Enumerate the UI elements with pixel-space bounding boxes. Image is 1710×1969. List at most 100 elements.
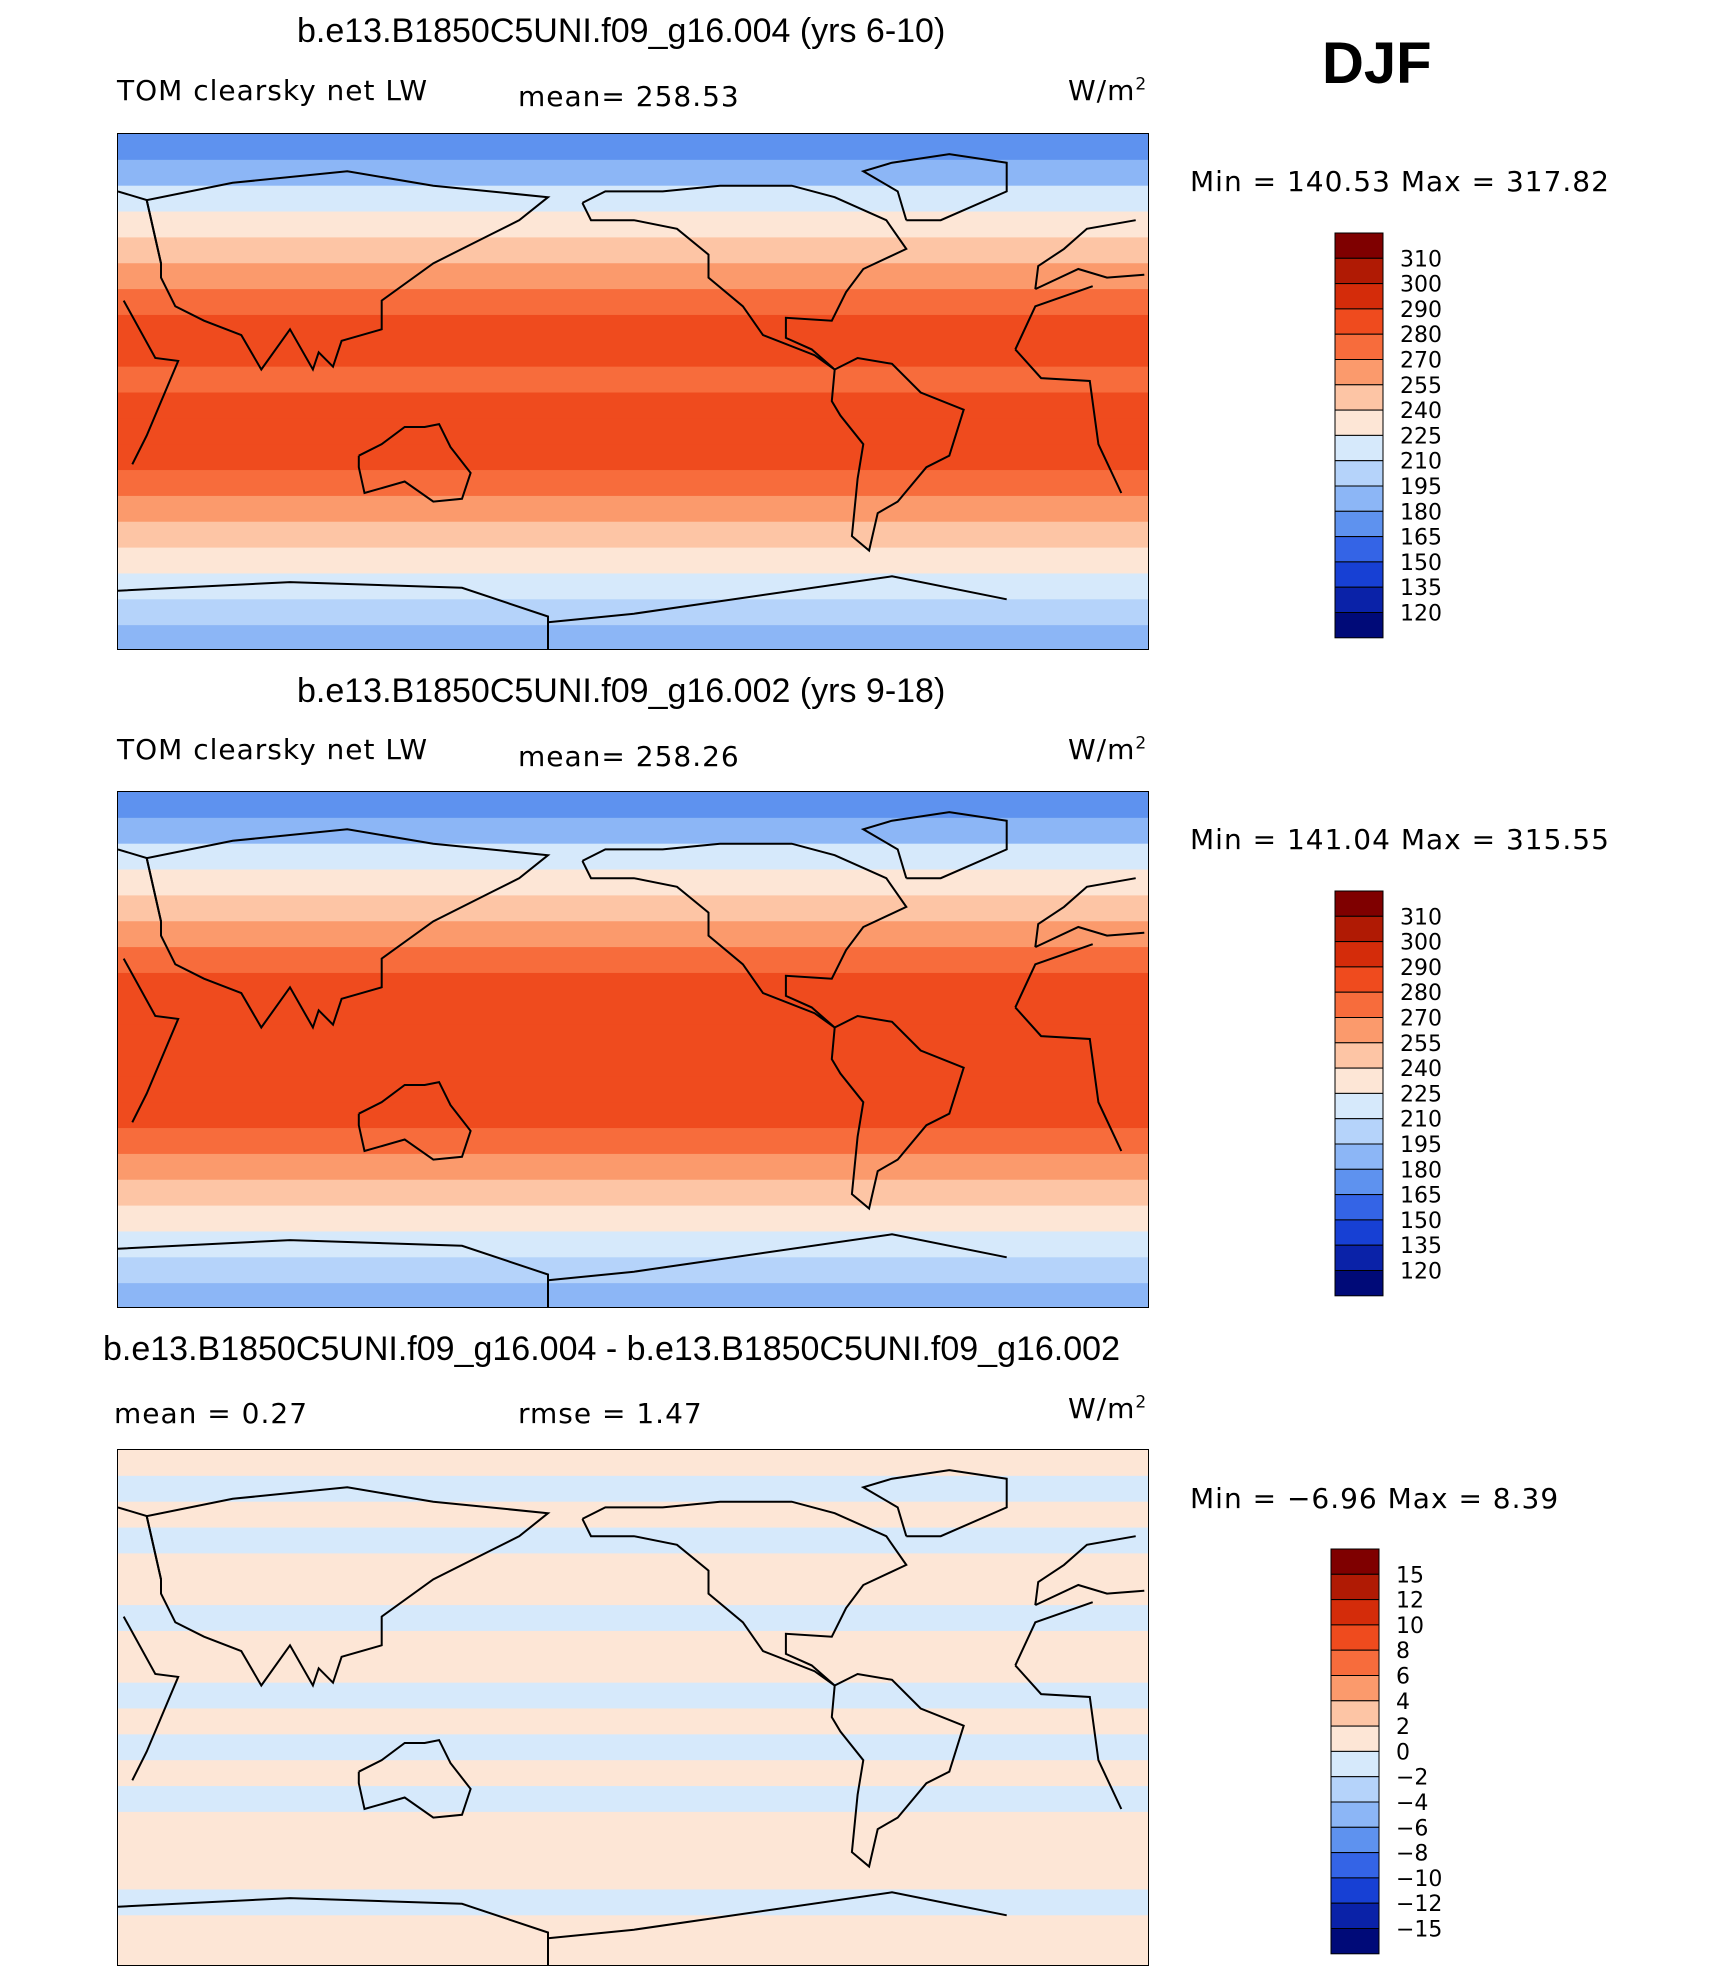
latitude-band (118, 521, 1148, 549)
colorbar-tick-label: 280 (1400, 981, 1442, 1006)
latitude-band (118, 792, 1148, 819)
latitude-band (118, 1128, 1148, 1155)
coastline-samerica (830, 1672, 965, 1869)
colorbar-swatch (1334, 485, 1384, 512)
colorbar-tick-label: 210 (1400, 450, 1442, 475)
panel3-rmse-label: rmse = 1.47 (518, 1397, 703, 1430)
colorbar-tick-label: 180 (1400, 500, 1442, 525)
coastline-africa (1014, 1664, 1123, 1810)
colorbar-tick-label: 165 (1400, 526, 1442, 551)
colorbar-swatch (1334, 1143, 1384, 1170)
map-2-svg (118, 792, 1148, 1307)
latitude-band (118, 418, 1148, 445)
coastline-australia (357, 1738, 472, 1819)
colorbar-swatch (1334, 1168, 1384, 1196)
latitude-band (118, 1708, 1148, 1735)
latitude-band (118, 1050, 1148, 1077)
colorbar-swatch (1334, 1270, 1384, 1297)
coastline-europe (1034, 267, 1145, 291)
colorbar-tick-label: 6 (1396, 1665, 1410, 1690)
colorbar-swatch (1330, 1776, 1380, 1803)
latitude-band (118, 134, 1148, 161)
colorbar-3: 15 12 10 8 6 4 2 0 −2 −4 −6 −8 −10 −12 −15 (1330, 1548, 1490, 1963)
colorbar-swatch (1334, 991, 1384, 1018)
latitude-band (118, 366, 1148, 394)
latitude-band (118, 869, 1148, 896)
latitude-band (118, 1553, 1148, 1580)
colorbar-swatch (1334, 1017, 1384, 1044)
panel1-title: b.e13.B1850C5UNI.f09_g16.004 (yrs 6-10) (297, 12, 946, 50)
colorbar-tick-label: 150 (1400, 1209, 1442, 1234)
colorbar-tick-label: 150 (1400, 551, 1442, 576)
coastline-namerica (581, 184, 908, 371)
colorbar-tick-label: −8 (1396, 1842, 1428, 1867)
colorbar-swatch (1330, 1649, 1380, 1676)
colorbar-swatch (1334, 1219, 1384, 1246)
latitude-band (118, 1450, 1148, 1477)
latitude-band (118, 1682, 1148, 1710)
map-panel-1 (117, 133, 1149, 650)
coastline-antarctica (547, 1233, 1007, 1282)
latitude-band (118, 1205, 1148, 1233)
coastline-antarctica (118, 1239, 549, 1307)
latitude-band (118, 1656, 1148, 1684)
map-3-svg (118, 1450, 1148, 1965)
coastline-africa (1014, 285, 1094, 350)
latitude-band (118, 1889, 1148, 1916)
colorbar-swatch (1330, 1750, 1380, 1778)
colorbar-swatch (1334, 510, 1384, 538)
latitude-band (118, 947, 1148, 974)
latitude-band (118, 1605, 1148, 1632)
coastline-africa (1014, 348, 1123, 494)
panel1-minmax: Min = 140.53 Max = 317.82 (1190, 165, 1610, 198)
colorbar-swatch (1330, 1725, 1380, 1752)
latitude-band (118, 1257, 1148, 1284)
latitude-band (118, 1153, 1148, 1181)
coastline-europe (1034, 925, 1145, 949)
colorbar-tick-label: 135 (1400, 1234, 1442, 1259)
coastline-greenland (860, 1469, 1008, 1538)
colorbar-tick-label: 4 (1396, 1690, 1410, 1715)
colorbar-swatch (1334, 941, 1384, 968)
panel3-title: b.e13.B1850C5UNI.f09_g16.004 - b.e13.B18… (103, 1330, 1120, 1368)
colorbar-tick-label: 290 (1400, 298, 1442, 323)
latitude-band (118, 1915, 1148, 1942)
coastline-australia (357, 422, 472, 503)
colorbar-tick-label: 195 (1400, 475, 1442, 500)
panel3-mean-label: mean = 0.27 (114, 1397, 309, 1430)
colorbar-tick-label: −6 (1396, 1816, 1428, 1841)
latitude-band (118, 895, 1148, 922)
latitude-band (118, 1501, 1148, 1529)
colorbar-tick-label: 240 (1400, 1057, 1442, 1082)
coastline-europe (1034, 877, 1136, 948)
colorbar-swatch (1334, 586, 1384, 614)
colorbar-tick-label: 120 (1400, 1260, 1442, 1285)
colorbar-tick-label: −2 (1396, 1766, 1428, 1791)
colorbar-tick-label: 255 (1400, 1032, 1442, 1057)
colorbar-tick-label: 310 (1400, 905, 1442, 930)
latitude-band (118, 1863, 1148, 1891)
coastline-antarctica (547, 1891, 1007, 1940)
colorbar-tick-label: 135 (1400, 576, 1442, 601)
colorbar-tick-label: 225 (1400, 424, 1442, 449)
colorbar-swatch (1334, 1067, 1384, 1094)
coastline-africa (1014, 1601, 1094, 1666)
map-1-svg (118, 134, 1148, 649)
colorbar-swatch (1334, 966, 1384, 993)
latitude-band (118, 314, 1148, 342)
latitude-band (118, 1024, 1148, 1052)
colorbar-1: 310 300 290 280 270 255 240 225 210 195 180 165 150 1… (1334, 232, 1494, 647)
colorbar-swatch (1330, 1548, 1380, 1575)
colorbar-swatch (1330, 1599, 1380, 1626)
latitude-band (118, 843, 1148, 871)
colorbar-swatch (1334, 561, 1384, 588)
colorbar-tick-label: 2 (1396, 1715, 1410, 1740)
colorbar-swatch (1334, 1092, 1384, 1120)
colorbar-tick-label: −4 (1396, 1791, 1428, 1816)
latitude-band (118, 1231, 1148, 1258)
colorbar-tick-label: 195 (1400, 1133, 1442, 1158)
colorbar-tick-label: 15 (1396, 1563, 1424, 1588)
latitude-band (118, 444, 1148, 471)
latitude-band (118, 998, 1148, 1026)
colorbar-tick-label: −15 (1396, 1918, 1442, 1943)
